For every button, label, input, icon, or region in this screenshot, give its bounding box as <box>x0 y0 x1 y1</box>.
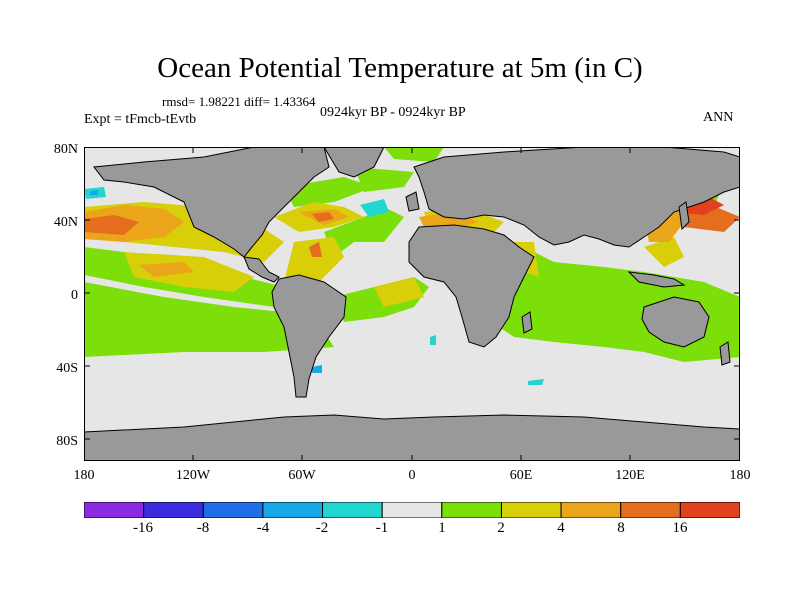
lat-label-0: 0 <box>71 288 78 303</box>
land-indonesia <box>627 271 686 288</box>
period-label: 0924kyr BP - 0924kyr BP <box>320 105 466 120</box>
colorbar-label-neg8: -8 <box>196 520 210 536</box>
stats-text: rmsd= 1.98221 diff= 1.43364 <box>162 94 316 109</box>
colorbar-label-8: 8 <box>617 520 625 536</box>
lon-label-60w: 60W <box>288 468 316 483</box>
experiment-label: Expt = tFmcb-tEvtb <box>84 112 197 127</box>
land-uk <box>405 191 420 212</box>
anomaly-cyan <box>84 175 706 385</box>
colorbar-cell-7 <box>500 502 562 518</box>
map-ticks <box>84 147 740 461</box>
colorbar-cell-0 <box>84 502 145 518</box>
land-north-america <box>93 147 330 258</box>
colorbar-label-neg16: -16 <box>133 520 153 536</box>
land-africa <box>408 224 535 348</box>
colorbar-cell-6 <box>441 502 502 518</box>
colorbar-cell-8 <box>560 502 622 518</box>
anomaly-light-blue <box>90 190 322 373</box>
lon-label-120e: 120E <box>615 468 645 483</box>
temperature-map <box>84 147 740 461</box>
lat-label-40n: 40N <box>53 215 78 230</box>
lon-label-120w: 120W <box>175 468 211 483</box>
colorbar-label-neg1: -1 <box>375 520 389 536</box>
land-madagascar <box>521 311 533 334</box>
land-new-zealand <box>719 341 731 366</box>
colorbar-cell-2 <box>202 502 264 518</box>
land-masses <box>84 147 740 461</box>
chart-title: Ocean Potential Temperature at 5m (in C) <box>157 52 643 84</box>
colorbar-label-16: 16 <box>672 520 688 536</box>
colorbar-cell-4 <box>322 502 383 518</box>
lat-label-40s: 40S <box>56 361 78 376</box>
colorbar-cell-5 <box>381 502 443 518</box>
colorbar-label-neg4: -4 <box>256 520 270 536</box>
colorbar-cell-9 <box>620 502 681 518</box>
colorbar <box>84 502 740 518</box>
land-south-america <box>271 274 347 398</box>
lat-label-80n: 80N <box>53 142 78 157</box>
lon-label-0: 0 <box>408 468 416 483</box>
colorbar-cell-10 <box>679 502 740 518</box>
lon-label-60e: 60E <box>509 468 533 483</box>
lon-label-180e: 180 <box>729 468 751 483</box>
colorbar-label-neg2: -2 <box>315 520 329 536</box>
colorbar-cell-1 <box>143 502 204 518</box>
land-antarctica <box>84 414 740 461</box>
land-japan <box>678 201 690 231</box>
land-eurasia <box>413 147 740 248</box>
colorbar-label-1: 1 <box>438 520 446 536</box>
land-central-america <box>243 256 280 283</box>
land-australia <box>641 296 710 348</box>
colorbar-label-4: 4 <box>557 520 565 536</box>
colorbar-label-2: 2 <box>497 520 505 536</box>
lon-label-180w: 180 <box>73 468 95 483</box>
season-label: ANN <box>703 110 734 125</box>
land-greenland <box>323 147 385 178</box>
lat-label-80s: 80S <box>56 434 78 449</box>
colorbar-cell-3 <box>262 502 324 518</box>
